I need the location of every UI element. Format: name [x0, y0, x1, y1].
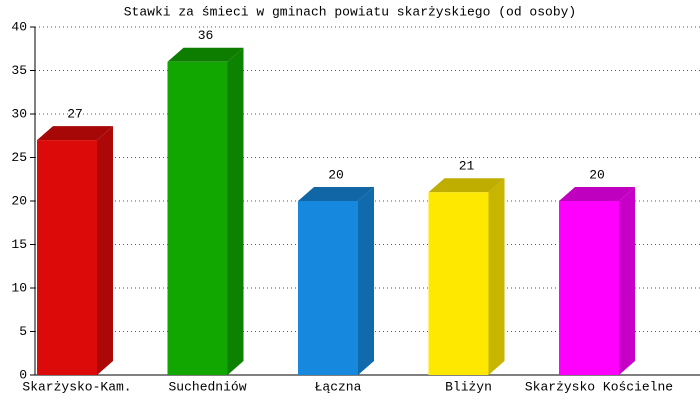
- x-tick-label: Skarżysko-Kam.: [22, 379, 131, 394]
- bar-top: [167, 47, 244, 62]
- value-label: 20: [328, 167, 344, 182]
- y-tick-label: 15: [11, 237, 27, 252]
- x-tick-label: Skarżysko Kościelne: [525, 379, 673, 394]
- bar: [298, 201, 358, 375]
- bar-side: [619, 187, 635, 375]
- value-label: 36: [198, 28, 214, 43]
- bar: [167, 61, 228, 376]
- bar-side: [488, 178, 505, 375]
- bar: [559, 201, 619, 375]
- y-tick-label: 0: [19, 367, 27, 382]
- x-tick-label: Bliżyn: [445, 379, 492, 394]
- bar-side: [358, 187, 374, 375]
- y-tick-label: 20: [11, 193, 27, 208]
- y-tick-label: 35: [11, 63, 27, 78]
- value-label: 21: [459, 159, 475, 174]
- y-tick-label: 10: [11, 280, 27, 295]
- bar-top: [298, 187, 374, 201]
- chart-title: Stawki za śmieci w gminach powiatu skarż…: [124, 4, 576, 19]
- bar-side: [97, 126, 113, 375]
- x-tick-label: Łączna: [315, 379, 362, 394]
- bar: [37, 140, 97, 375]
- bar-top: [559, 187, 635, 201]
- x-tick-label: Suchedniów: [168, 379, 246, 394]
- y-tick-label: 40: [11, 19, 27, 34]
- bar-top: [428, 178, 505, 193]
- value-label: 20: [589, 167, 605, 182]
- y-tick-label: 25: [11, 150, 27, 165]
- bar-side: [227, 47, 244, 376]
- y-tick-label: 5: [19, 324, 27, 339]
- value-label: 27: [67, 107, 83, 122]
- y-tick-label: 30: [11, 106, 27, 121]
- bar-top: [37, 126, 113, 141]
- bar: [428, 192, 489, 375]
